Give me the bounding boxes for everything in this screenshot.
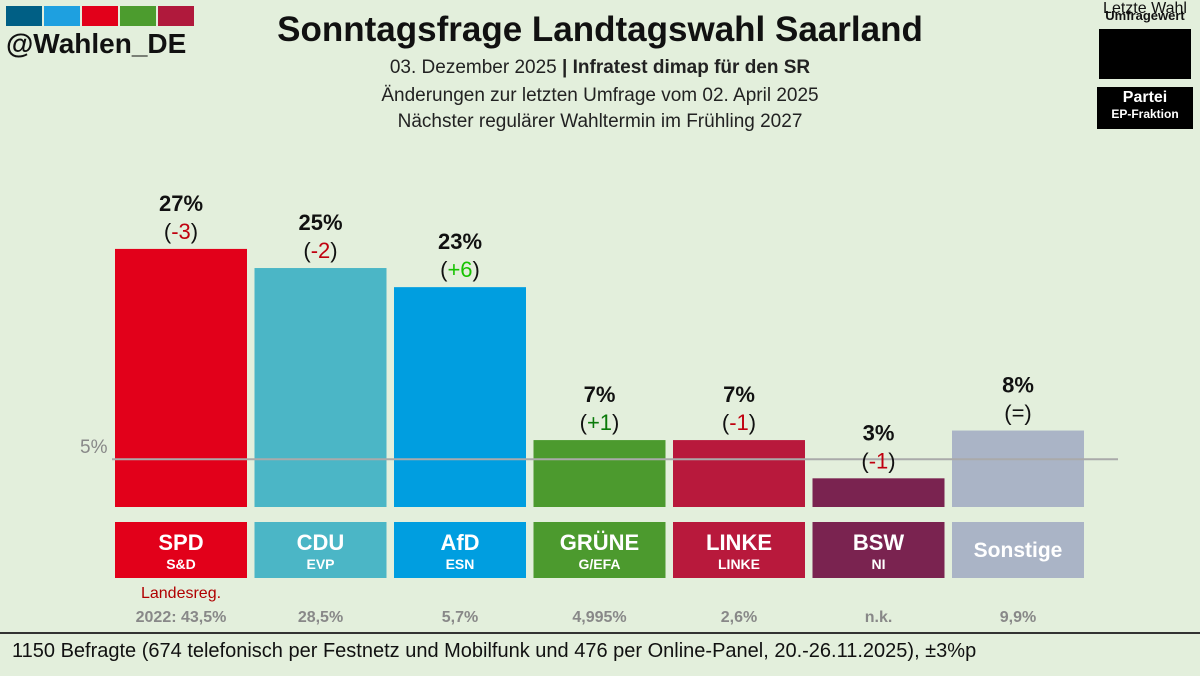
- subtitle-date-institute: 03. Dezember 2025 | Infratest dimap für …: [0, 57, 1200, 79]
- bar-sonstige: [952, 430, 1084, 507]
- last-election-value: n.k.: [865, 609, 893, 626]
- value-label: 8%: [1002, 373, 1034, 398]
- legend-faction-label: EP-Fraktion: [1111, 107, 1179, 121]
- party-name: Sonstige: [974, 539, 1063, 562]
- footer-divider: [0, 632, 1200, 634]
- last-election-value: 5,7%: [442, 609, 478, 626]
- party-faction: EVP: [306, 556, 334, 572]
- party-box-linke: [673, 522, 805, 578]
- value-label: 7%: [723, 382, 755, 407]
- change-label: (-1): [722, 410, 756, 435]
- brand-stripe: [6, 6, 42, 26]
- bar-grüne: [533, 440, 666, 507]
- change-label: (+1): [580, 410, 620, 435]
- bar-afd: [394, 287, 526, 507]
- bar-bsw: [812, 478, 945, 507]
- subtitle-next-election: Nächster regulärer Wahltermin im Frühlin…: [397, 111, 803, 132]
- party-name: BSW: [853, 530, 905, 555]
- change-label: (-1): [861, 448, 895, 473]
- threshold-label: 5%: [80, 437, 108, 458]
- last-election-value: 2022: 43,5%: [136, 609, 227, 626]
- bar-linke: [673, 440, 805, 507]
- party-faction: ESN: [446, 556, 475, 572]
- party-faction: NI: [872, 556, 886, 572]
- legend-poll-value-swatch: [1099, 29, 1191, 79]
- legend-last-election-label: Letzte Wahl: [1103, 0, 1187, 17]
- change-label: (=): [1004, 401, 1032, 426]
- legend-party-box: Partei EP-Fraktion: [1097, 87, 1193, 129]
- footer-sample-info: 1150 Befragte (674 telefonisch per Festn…: [12, 640, 977, 662]
- party-name: SPD: [158, 530, 203, 555]
- party-box-spd: [115, 522, 247, 578]
- last-election-value: 9,9%: [1000, 609, 1036, 626]
- party-name: GRÜNE: [560, 530, 639, 555]
- brand-stripe: [82, 6, 118, 26]
- last-election-value: 28,5%: [298, 609, 343, 626]
- government-note: Landesreg.: [141, 585, 221, 602]
- brand-stripe: [120, 6, 156, 26]
- legend-poll-value-label: Umfragewert: [1105, 8, 1185, 23]
- party-box-afd: [394, 522, 526, 578]
- chart-title: Sonntagsfrage Landtagswahl Saarland: [277, 10, 923, 49]
- last-election-value: 4,995%: [572, 609, 626, 626]
- value-label: 7%: [584, 382, 616, 407]
- change-label: (-2): [303, 238, 337, 263]
- party-name: CDU: [297, 530, 345, 555]
- bar-spd: [115, 248, 247, 508]
- party-box-sonstige: [952, 522, 1084, 578]
- party-box-bsw: [812, 522, 945, 578]
- value-label: 27%: [159, 191, 203, 216]
- party-faction: G/EFA: [578, 556, 620, 572]
- last-election-value: 2,6%: [721, 609, 757, 626]
- value-label: 3%: [863, 420, 895, 445]
- bar-cdu: [254, 268, 387, 507]
- party-faction: LINKE: [718, 556, 760, 572]
- legend: Umfragewert Partei EP-Fraktion: [1094, 8, 1196, 129]
- brand-stripe: [158, 6, 194, 26]
- separator: |: [562, 57, 568, 78]
- change-label: (+6): [440, 257, 480, 282]
- bar-chart: 5% 27% (-3) 25% (-2) 23% (+6) 7% (+1) 7% (-1) 3% (-1…: [80, 191, 1118, 626]
- poll-institute: Infratest dimap für den SR: [572, 57, 811, 78]
- poll-date: 03. Dezember 2025: [389, 57, 557, 78]
- party-faction: S&D: [166, 556, 196, 572]
- value-label: 23%: [438, 229, 482, 254]
- change-label: (-3): [164, 219, 198, 244]
- party-name: LINKE: [706, 530, 772, 555]
- party-box-grüne: [533, 522, 666, 578]
- account-handle: @Wahlen_DE: [6, 28, 187, 59]
- brand-color-stripes: [6, 6, 194, 26]
- brand-stripe: [44, 6, 80, 26]
- party-box-cdu: [254, 522, 387, 578]
- party-name: AfD: [440, 530, 479, 555]
- subtitle-changes-note: Änderungen zur letzten Umfrage vom 02. A…: [381, 85, 819, 106]
- legend-party-label: Partei: [1122, 89, 1168, 106]
- value-label: 25%: [298, 210, 342, 235]
